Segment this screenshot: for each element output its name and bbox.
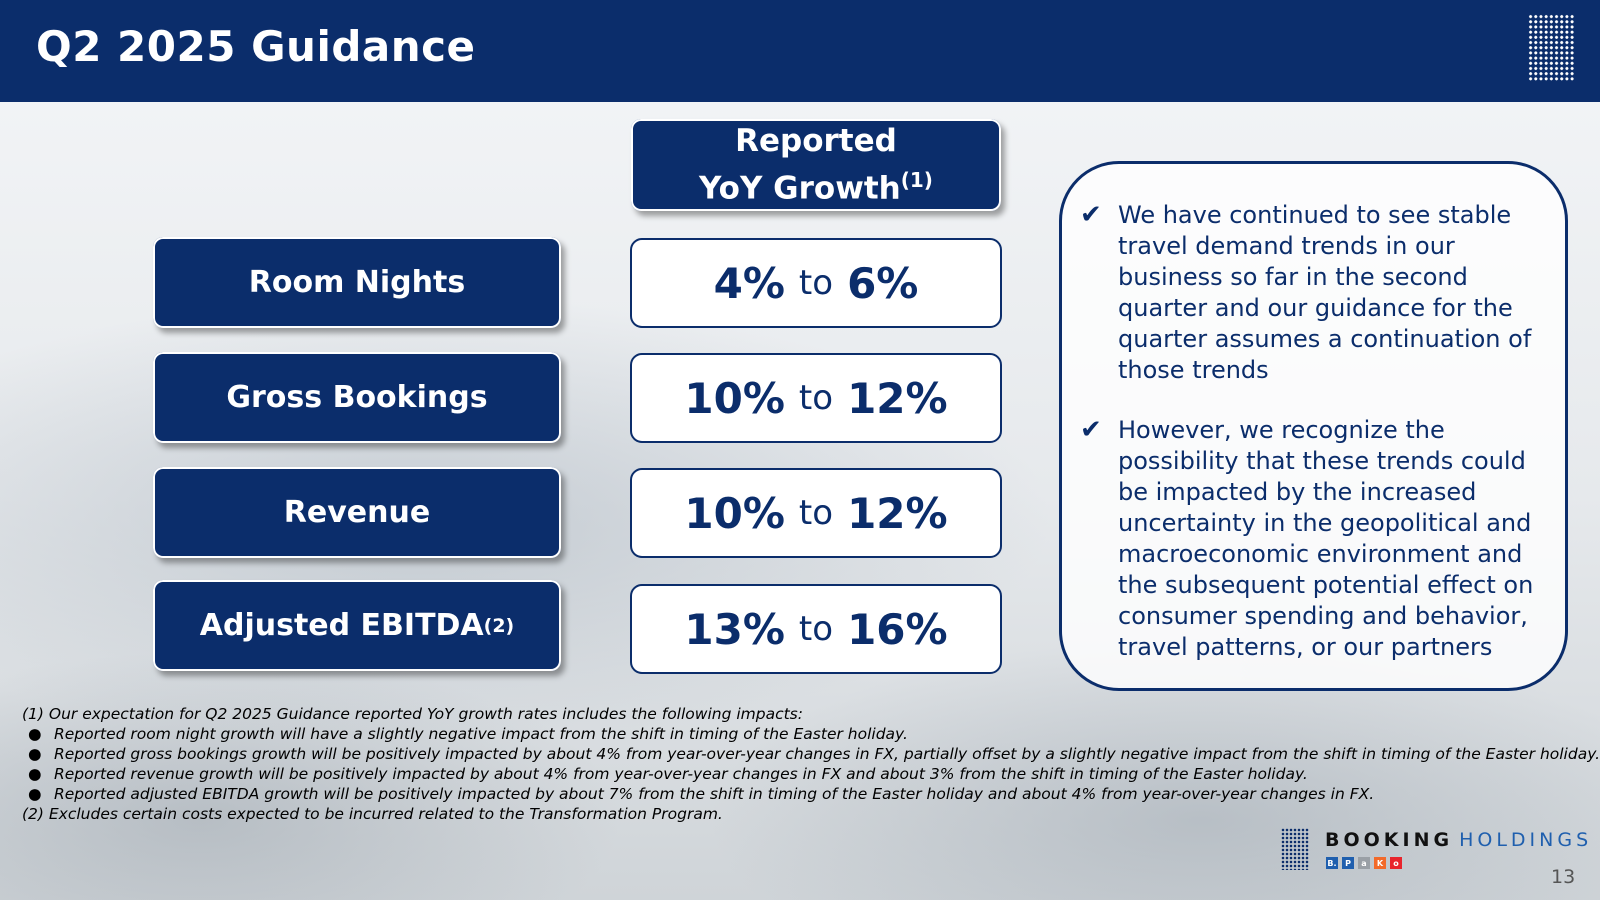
- bullet-icon: ●: [28, 725, 42, 743]
- footnotes: (1) Our expectation for Q2 2025 Guidance…: [22, 704, 1600, 824]
- row-label-text: Gross Bookings: [226, 380, 488, 415]
- range-high: 12%: [847, 488, 948, 538]
- range-low: 10%: [684, 488, 785, 538]
- logo-word-holdings: HOLDINGS: [1459, 829, 1593, 851]
- row-label-text: Room Nights: [248, 265, 466, 300]
- booking-brand-icon: B.: [1326, 857, 1338, 869]
- footnote-bullet: ● Reported room night growth will have a …: [22, 724, 1582, 744]
- footnote-bullet-text: Reported adjusted EBITDA growth will be …: [54, 785, 1375, 803]
- title-bar: Q2 2025 Guidance: [0, 0, 1600, 102]
- check-icon: ✔: [1080, 200, 1102, 230]
- footnote-ref: (2): [483, 614, 515, 637]
- range-low: 10%: [684, 373, 785, 423]
- logo-word-booking: BOOKING: [1325, 829, 1454, 851]
- commentary-item: ✔ We have continued to see stable travel…: [1080, 200, 1543, 386]
- bullet-icon: ●: [28, 785, 42, 803]
- row-label-adjusted-ebitda: Adjusted EBITDA (2): [153, 580, 561, 671]
- range-high: 6%: [847, 258, 919, 308]
- range-to: to: [798, 378, 834, 418]
- check-icon: ✔: [1080, 415, 1102, 445]
- footnote-bullet: ● Reported adjusted EBITDA growth will be…: [22, 784, 1582, 804]
- footnote-bullet: ● Reported gross bookings growth will be …: [22, 744, 1600, 764]
- range-to: to: [798, 493, 834, 533]
- bullet-icon: ●: [28, 765, 42, 783]
- row-value-gross-bookings: 10% to 12%: [630, 353, 1002, 443]
- agoda-brand-icon: a: [1358, 857, 1370, 869]
- row-label-room-nights: Room Nights: [153, 237, 561, 328]
- booking-holdings-logo: BOOKING HOLDINGS: [1325, 829, 1592, 851]
- commentary-box: ✔ We have continued to see stable travel…: [1059, 161, 1568, 691]
- footnote-bullet-text: Reported revenue growth will be positive…: [54, 765, 1308, 783]
- range-high: 12%: [847, 373, 948, 423]
- footnote-2: (2) Excludes certain costs expected to b…: [22, 805, 723, 823]
- commentary-text: We have continued to see stable travel d…: [1118, 201, 1532, 384]
- row-value-adjusted-ebitda: 13% to 16%: [630, 584, 1002, 674]
- dot-grid-icon: [1528, 14, 1574, 82]
- page-number: 13: [1551, 866, 1576, 888]
- row-value-room-nights: 4% to 6%: [630, 238, 1002, 328]
- kayak-brand-icon: K: [1374, 857, 1386, 869]
- row-label-gross-bookings: Gross Bookings: [153, 352, 561, 443]
- column-header-line2-wrap: YoY Growth(1): [631, 161, 1001, 208]
- row-label-text: Revenue: [283, 495, 431, 530]
- footnote-bullet-text: Reported gross bookings growth will be p…: [54, 745, 1600, 763]
- bullet-icon: ●: [28, 745, 42, 763]
- range-low: 4%: [713, 258, 785, 308]
- row-value-revenue: 10% to 12%: [630, 468, 1002, 558]
- column-header: Reported YoY Growth(1): [631, 119, 1001, 211]
- opentable-brand-icon: o: [1390, 857, 1402, 869]
- column-header-line2: YoY Growth: [699, 170, 901, 207]
- page-title: Q2 2025 Guidance: [36, 22, 476, 71]
- range-to: to: [798, 263, 834, 303]
- row-label-text: Adjusted EBITDA: [199, 608, 484, 643]
- range-high: 16%: [847, 604, 948, 654]
- row-label-revenue: Revenue: [153, 467, 561, 558]
- brand-icons: B. P a K o: [1326, 857, 1402, 869]
- logo-dot-grid-icon: [1281, 828, 1309, 870]
- footnote-1: (1) Our expectation for Q2 2025 Guidance…: [22, 705, 803, 723]
- priceline-brand-icon: P: [1342, 857, 1354, 869]
- column-header-footnote-ref: (1): [900, 167, 933, 192]
- footnote-bullet-text: Reported room night growth will have a s…: [54, 725, 908, 743]
- range-low: 13%: [684, 604, 785, 654]
- range-to: to: [798, 609, 834, 649]
- commentary-item: ✔ However, we recognize the possibility …: [1080, 415, 1543, 663]
- column-header-line1: Reported: [735, 122, 897, 159]
- footnote-bullet: ● Reported revenue growth will be positiv…: [22, 764, 1582, 784]
- commentary-text: However, we recognize the possibility th…: [1118, 416, 1534, 661]
